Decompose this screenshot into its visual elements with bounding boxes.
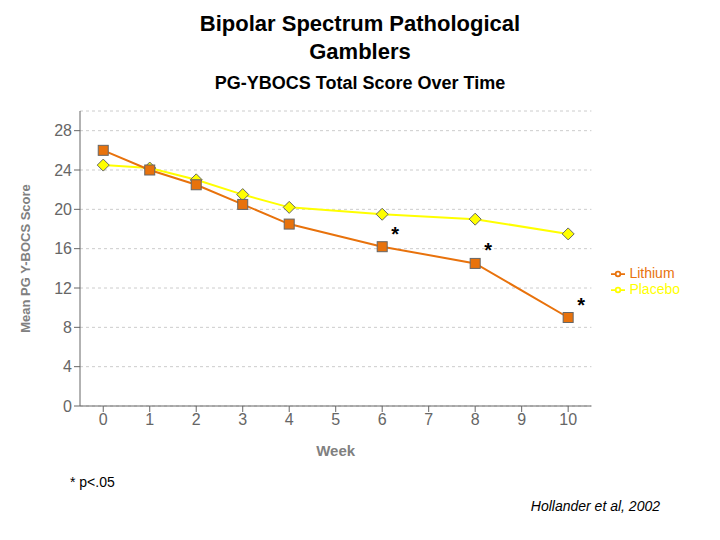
svg-text:0: 0 [99,411,108,428]
svg-text:*: * [391,223,399,245]
svg-text:2: 2 [192,411,201,428]
svg-text:4: 4 [285,411,294,428]
html-text:Placebo: Placebo [629,281,680,297]
svg-text:3: 3 [238,411,247,428]
svg-text:16: 16 [54,240,72,257]
svg-text:4: 4 [63,358,72,375]
svg-text:20: 20 [54,201,72,218]
html-text:Hollander et al, 2002: Hollander et al, 2002 [530,498,660,514]
svg-text:9: 9 [517,411,526,428]
svg-text:*: * [577,294,585,316]
svg-text:0: 0 [63,398,72,415]
html-text:PG-YBOCS Total Score Over Time: PG-YBOCS Total Score Over Time [214,73,506,93]
html-text:Lithium: Lithium [629,264,675,281]
svg-text:8: 8 [471,411,480,428]
svg-text:5: 5 [331,411,340,428]
html-text:Bipolar Spectrum Pathological: Bipolar Spectrum Pathological [199,11,521,36]
svg-text:24: 24 [54,162,72,179]
svg-text:7: 7 [424,411,433,428]
svg-text:10: 10 [559,411,577,428]
svg-text:8: 8 [63,319,72,336]
html-text:* p<.05: * p<.05 [70,474,115,490]
svg-text:*: * [484,239,492,261]
svg-text:1: 1 [145,411,154,428]
svg-text:28: 28 [54,122,72,139]
svg-text:6: 6 [378,411,387,428]
html-text:Gamblers: Gamblers [309,39,411,64]
svg-text:Mean PG Y-BOCS Score: Mean PG Y-BOCS Score [18,184,33,333]
svg-text:Week: Week [316,442,356,459]
svg-text:12: 12 [54,280,72,297]
